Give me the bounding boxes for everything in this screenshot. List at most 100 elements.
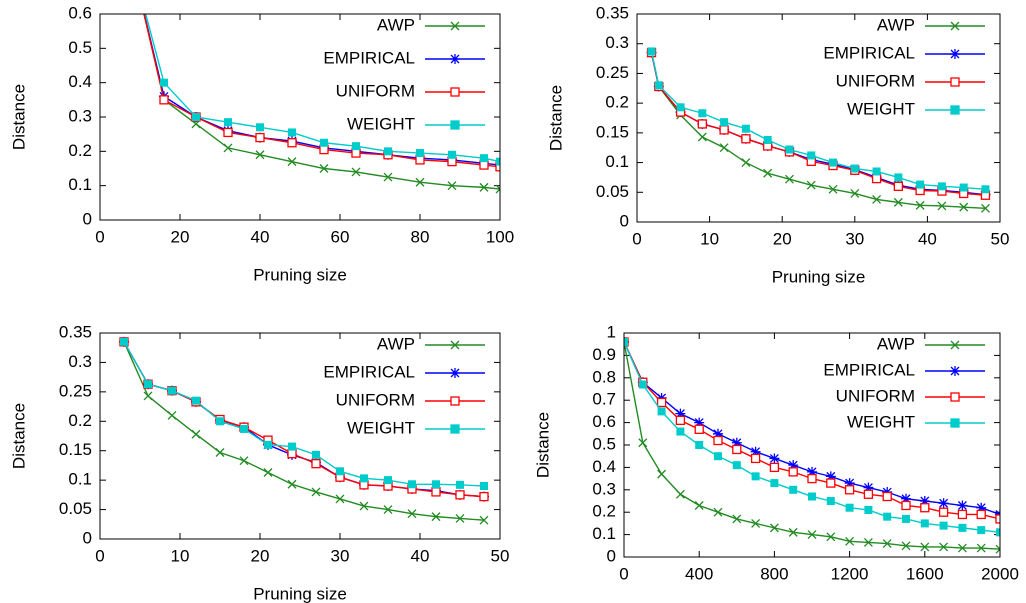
marker-shape (448, 150, 456, 159)
marker-shape (450, 396, 460, 406)
data-point (713, 507, 723, 517)
data-point (713, 435, 723, 446)
data-point (383, 172, 393, 182)
marker-shape (901, 493, 911, 504)
data-point (732, 514, 742, 524)
x-tick-label: 0 (619, 564, 628, 583)
data-point (872, 194, 882, 204)
data-point (657, 407, 666, 416)
marker-shape (806, 180, 816, 190)
plot-area (624, 336, 1000, 554)
marker-shape (215, 448, 225, 457)
data-point (697, 119, 707, 129)
data-point (144, 380, 152, 389)
data-point (143, 391, 153, 401)
marker-shape (450, 54, 460, 64)
y-tick-label: 0.4 (592, 457, 616, 476)
legend-label: WEIGHT (847, 412, 915, 431)
marker-shape (829, 158, 838, 167)
legend-marker (950, 392, 960, 402)
x-tick-label: 10 (171, 546, 190, 565)
data-point (763, 168, 773, 178)
x-tick-label: 20 (773, 229, 792, 248)
data-point (714, 452, 722, 461)
marker-shape (894, 173, 903, 182)
marker-shape (450, 120, 460, 130)
data-point (480, 154, 488, 163)
marker-shape (450, 424, 460, 434)
marker-shape (763, 135, 772, 144)
marker-shape (938, 507, 949, 517)
marker-shape (216, 417, 224, 426)
marker-shape (850, 189, 860, 198)
x-tick-label: 2000 (981, 564, 1019, 583)
marker-shape (769, 453, 780, 464)
y-tick-label: 0.6 (68, 3, 92, 22)
marker-shape (981, 185, 990, 194)
x-tick-label: 10 (700, 229, 719, 248)
data-point (351, 148, 361, 158)
marker-shape (741, 124, 750, 133)
data-point (255, 132, 265, 143)
data-point (788, 467, 798, 477)
marker-shape (828, 184, 838, 194)
data-point (808, 492, 816, 501)
data-point (785, 174, 794, 184)
marker-shape (845, 536, 855, 546)
data-point (223, 127, 233, 138)
x-tick-label: 0 (95, 546, 104, 565)
data-point (732, 444, 742, 455)
marker-shape (845, 503, 854, 512)
legend-marker (450, 396, 460, 406)
data-point (432, 480, 440, 489)
data-point (255, 150, 265, 160)
marker-shape (751, 472, 760, 481)
marker-shape (750, 446, 761, 457)
data-point (415, 155, 425, 165)
data-point (495, 162, 500, 172)
y-tick-label: 0.25 (596, 63, 629, 82)
marker-shape (844, 485, 855, 495)
marker-shape (168, 386, 176, 395)
data-point (977, 526, 986, 535)
y-tick-label: 0 (83, 209, 92, 228)
data-point (826, 478, 836, 488)
data-point (656, 397, 667, 408)
series-line (123, 341, 485, 521)
marker-shape (788, 467, 798, 477)
marker-shape (807, 466, 817, 477)
marker-shape (224, 118, 232, 127)
data-point (191, 429, 201, 439)
marker-shape (223, 143, 233, 153)
marker-shape (480, 154, 488, 163)
marker-shape (977, 526, 986, 535)
marker-shape (950, 366, 960, 376)
x-tick-label: 400 (685, 564, 713, 583)
marker-shape (959, 183, 968, 192)
panel: 0 0.05 0.1 0.15 0.2 0.25 0.3 0.35 0 10 20 30 40 50 Pru… (546, 3, 1009, 286)
y-tick-label: 0.15 (59, 440, 92, 459)
legend-label: AWP (877, 334, 915, 353)
marker-shape (287, 138, 297, 148)
marker-shape (763, 168, 773, 178)
x-tick-label: 50 (491, 546, 510, 565)
x-tick-label: 60 (331, 227, 350, 246)
data-point (240, 424, 248, 433)
data-point (844, 478, 855, 489)
marker-shape (319, 164, 329, 173)
marker-shape (408, 480, 416, 489)
data-point (192, 113, 200, 121)
y-tick-label: 1 (607, 322, 616, 341)
marker-shape (938, 498, 949, 509)
legend-label: AWP (377, 15, 415, 34)
series-line (650, 52, 986, 210)
marker-shape (407, 509, 417, 519)
legend-marker (450, 340, 460, 350)
marker-shape (695, 441, 704, 449)
y-tick-label: 0.3 (592, 479, 616, 498)
legend-label: WEIGHT (347, 418, 415, 437)
data-point (732, 461, 741, 470)
data-point (415, 177, 425, 187)
data-point (288, 442, 296, 451)
marker-shape (255, 132, 265, 143)
